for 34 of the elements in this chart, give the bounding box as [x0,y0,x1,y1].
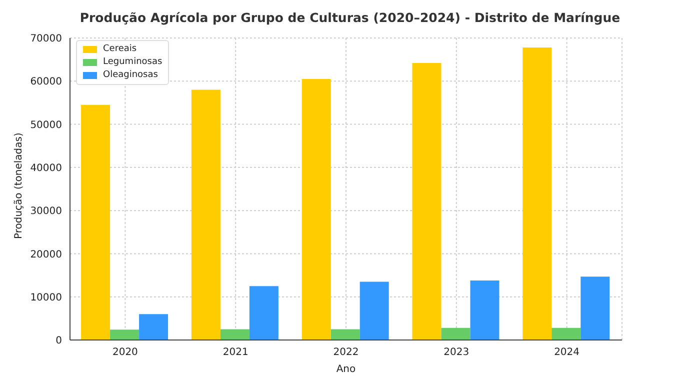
bar [360,282,389,340]
bar [302,78,331,340]
y-tick-label: 60000 [30,76,62,88]
bar [110,330,140,340]
x-axis-title: Ano [336,364,356,375]
x-tick-label: 2023 [444,347,470,358]
bar [191,90,220,340]
bar [81,104,110,340]
legend-label: Leguminosas [103,56,162,69]
x-tick-label: 2021 [222,347,248,358]
y-axis-title: Produção (toneladas) [14,132,25,239]
bar [470,280,500,340]
bar [330,329,360,340]
y-tick-label: 0 [56,336,62,347]
x-tick-label: 2020 [112,347,138,358]
chart-title: Produção Agrícola por Grupo de Culturas (2020–2024) - Distrito de Maríngue [78,9,622,27]
y-tick-label: 20000 [30,249,62,260]
y-tick-label: 10000 [30,292,62,304]
legend-label: Oleaginosas [103,69,158,82]
bar [552,328,581,340]
y-tick-label: 70000 [30,34,62,45]
y-tick-label: 30000 [30,206,62,218]
x-tick-label: 2022 [333,347,359,358]
bar [139,314,168,340]
y-tick-label: 50000 [30,120,62,131]
bar [249,286,278,340]
legend-label: Cereais [103,43,137,56]
x-tick-label: 2024 [554,347,580,358]
bar [412,63,442,340]
bar [522,47,552,340]
y-tick-label: 40000 [30,162,62,174]
bar [580,276,610,340]
bar [441,328,470,340]
bar [220,329,250,340]
